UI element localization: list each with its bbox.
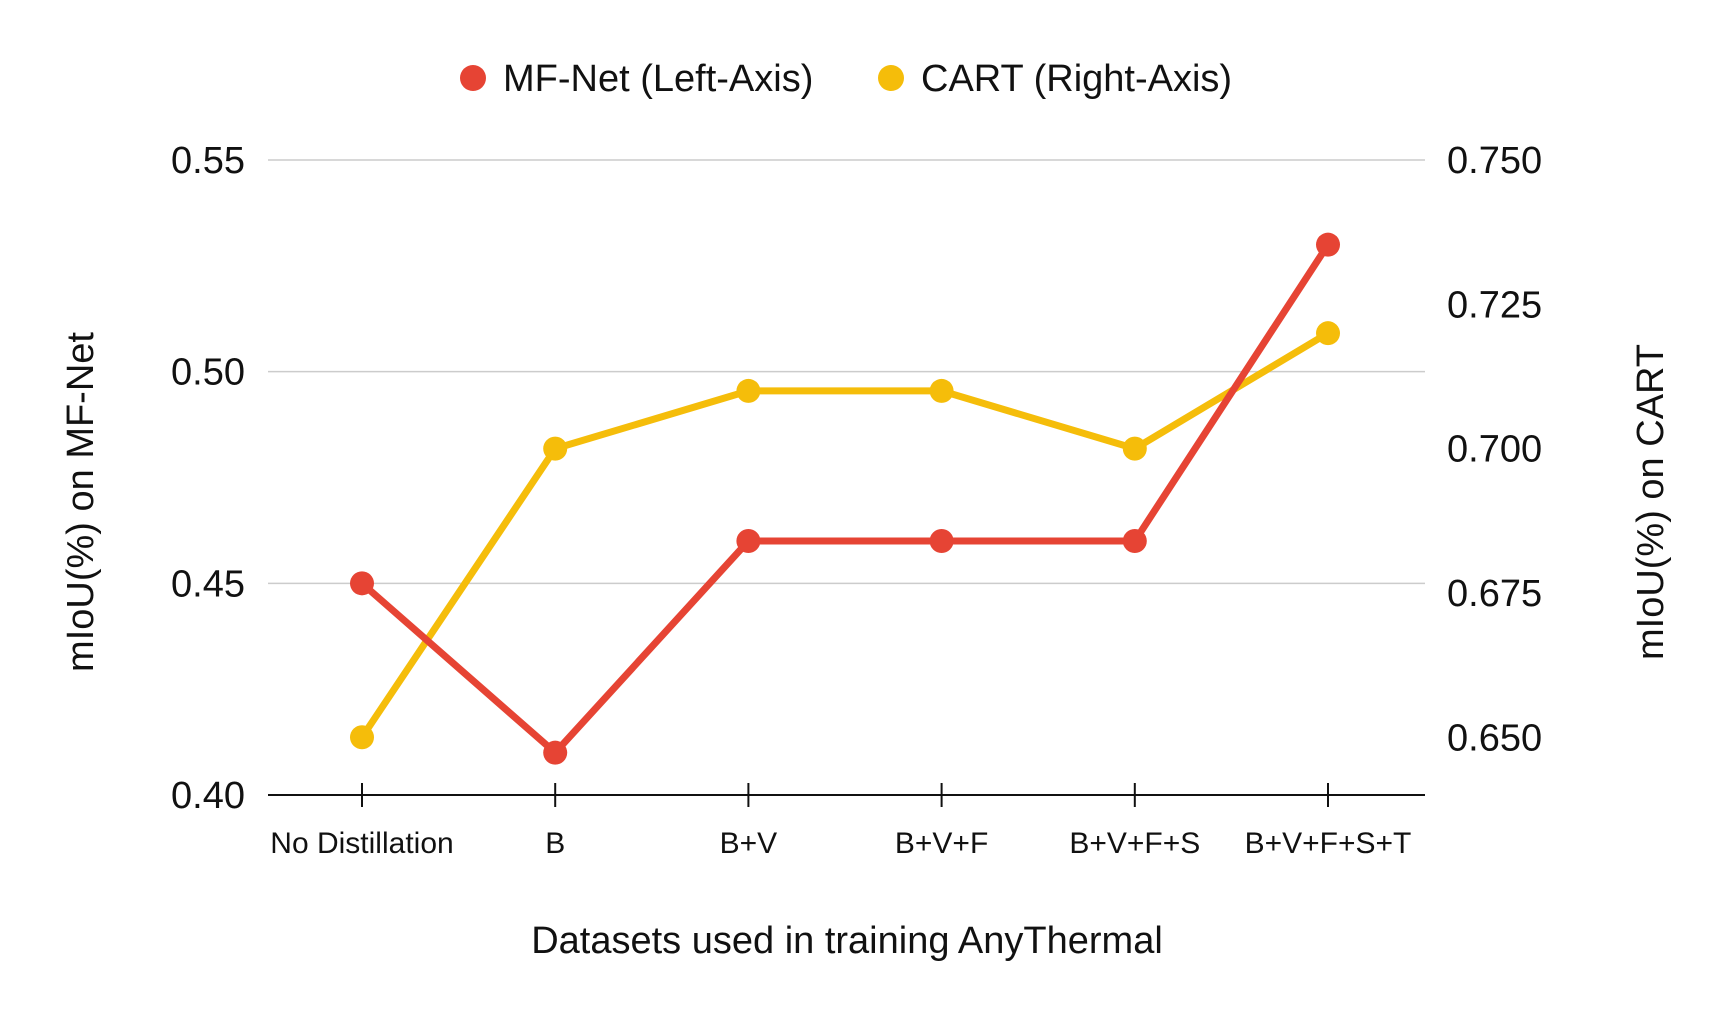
grid-layer [268, 159, 1425, 585]
x-tick-label: B+V [720, 827, 778, 860]
y-right-tick-label: 0.750 [1447, 140, 1542, 182]
x-tick-label: B+V+F+S+T [1245, 827, 1412, 860]
x-tick-label: B [545, 827, 565, 860]
data-point [1316, 321, 1340, 346]
legend: MF-Net (Left-Axis) CART (Right-Axis) [460, 58, 1232, 100]
series-line [358, 329, 1332, 741]
y-left-tick-label: 0.40 [171, 775, 245, 817]
data-point [543, 740, 568, 765]
y-axis-right-title: mIoU(%) on CART [1630, 344, 1672, 660]
series-line [358, 241, 1332, 757]
axis-layer: 0.40 0.45 0.50 0.55 0.650 0.675 0.700 0.725 0.75… [171, 140, 1542, 860]
y-left-tick-label: 0.45 [171, 563, 245, 605]
data-point [1316, 232, 1340, 257]
data-point [1122, 529, 1147, 553]
y-right-tick-label: 0.725 [1447, 284, 1542, 326]
data-point [350, 571, 374, 596]
data-point [929, 529, 954, 553]
data-point [543, 436, 568, 461]
legend-label: MF-Net (Left-Axis) [503, 58, 813, 100]
x-axis-title: Datasets used in training AnyThermal [531, 920, 1163, 962]
y-left-tick-label: 0.50 [171, 352, 245, 394]
x-tick-label: B+V+F+S [1069, 827, 1200, 860]
y-right-tick-label: 0.700 [1447, 429, 1542, 471]
y-right-tick-label: 0.650 [1447, 717, 1542, 759]
legend-marker [460, 65, 486, 91]
y-axis-left-title: mIoU(%) on MF-Net [60, 332, 102, 672]
series-cart [350, 321, 1340, 750]
x-tick-label: B+V+F [895, 827, 988, 860]
data-point [736, 378, 761, 403]
series-layer [350, 232, 1340, 765]
y-left-tick-label: 0.55 [171, 140, 245, 182]
x-tick-label: No Distillation [270, 827, 453, 860]
legend-marker [878, 65, 904, 91]
data-point [929, 378, 954, 403]
series-mf-net [350, 232, 1340, 765]
data-point [1122, 436, 1147, 461]
data-point [350, 725, 374, 750]
data-point [736, 529, 761, 553]
legend-label: CART (Right-Axis) [921, 58, 1232, 100]
y-right-tick-label: 0.675 [1447, 573, 1542, 615]
